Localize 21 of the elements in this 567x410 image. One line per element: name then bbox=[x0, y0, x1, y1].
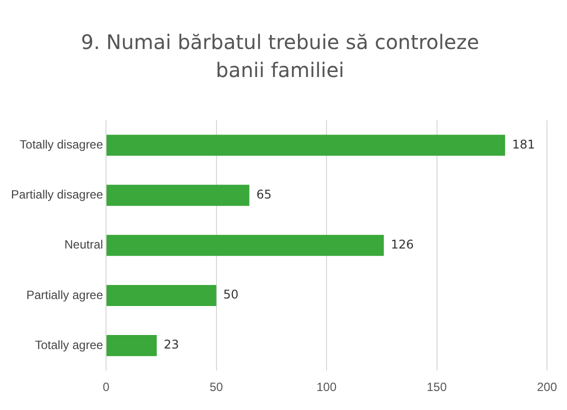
y-tick-label: Partially disagree bbox=[11, 188, 104, 202]
y-tick-label: Neutral bbox=[64, 238, 104, 252]
x-tick-label: 200 bbox=[536, 380, 558, 394]
bar bbox=[106, 134, 506, 156]
data-label: 181 bbox=[512, 137, 536, 152]
bar bbox=[106, 284, 216, 306]
y-tick-label: Partially agree bbox=[26, 288, 104, 302]
data-label: 23 bbox=[164, 338, 180, 352]
bar bbox=[106, 184, 250, 206]
x-tick-label: 100 bbox=[316, 380, 337, 394]
chart-title: 9. Numai bărbatul trebuie să controleze banii familiei bbox=[80, 29, 480, 84]
data-label: 50 bbox=[223, 288, 239, 302]
bar bbox=[106, 335, 157, 356]
data-label: 126 bbox=[390, 238, 414, 252]
y-tick-label: Totally agree bbox=[35, 338, 104, 352]
x-tick-label: 50 bbox=[210, 380, 224, 394]
data-label: 65 bbox=[256, 187, 272, 202]
x-tick-label: 150 bbox=[426, 380, 448, 394]
bar bbox=[106, 234, 384, 256]
x-tick-label: 0 bbox=[102, 380, 110, 394]
y-tick-label: Totally disagree bbox=[20, 138, 104, 152]
